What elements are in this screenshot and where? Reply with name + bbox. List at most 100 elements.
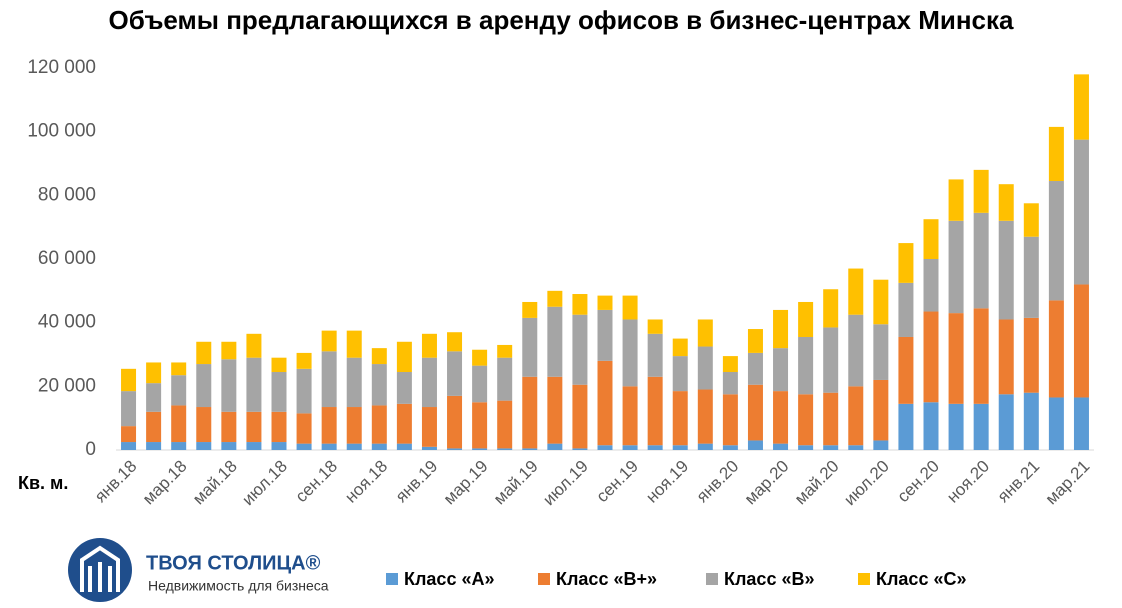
bar-segment <box>447 351 463 396</box>
bar-segment <box>547 376 563 444</box>
bar-segment <box>747 384 763 441</box>
bar-segment <box>722 372 738 395</box>
bar-segment <box>246 357 262 412</box>
bar-segment <box>597 445 613 450</box>
bar-segment <box>271 442 287 450</box>
bar-segment <box>998 319 1014 395</box>
legend-swatch <box>538 573 550 585</box>
legend-label: Класс «А» <box>404 569 494 589</box>
bar-segment <box>246 442 262 450</box>
bar-segment <box>171 375 187 406</box>
bar-segment <box>747 440 763 450</box>
bar-segment <box>246 411 262 443</box>
bar-segment <box>647 445 663 450</box>
x-tick-label: июл.18 <box>238 457 291 510</box>
x-tick-label: мар.21 <box>1042 457 1094 509</box>
bar-segment <box>798 394 814 446</box>
bar-segment <box>848 314 864 387</box>
bar-segment <box>647 319 663 334</box>
x-tick-label: янв.20 <box>693 457 743 507</box>
bar-segment <box>497 400 513 449</box>
bar-segment <box>747 329 763 353</box>
bar-segment <box>296 443 312 450</box>
bar-segment <box>948 403 964 450</box>
bar-segment <box>371 405 387 444</box>
bar-segment <box>547 290 563 307</box>
bar-segment <box>798 336 814 395</box>
bar-segment <box>1048 126 1064 182</box>
bar-segment <box>1023 203 1039 237</box>
bar-segment <box>271 411 287 443</box>
bar-segment <box>1023 392 1039 450</box>
bar-segment <box>472 365 488 403</box>
y-tick-label: 60 000 <box>38 248 96 269</box>
bar-segment <box>948 313 964 404</box>
bar-segment <box>1048 300 1064 398</box>
legend-label: Класс «В» <box>724 569 814 589</box>
bar-segment <box>923 402 939 450</box>
bar-segment <box>171 405 187 443</box>
bar-segment <box>798 445 814 450</box>
bar-segment <box>246 333 262 358</box>
x-tick-label: сен.20 <box>894 457 943 506</box>
bar-segment <box>472 402 488 449</box>
bar-segment <box>572 294 588 315</box>
bar-segment <box>396 341 412 373</box>
bar-segment <box>1048 397 1064 450</box>
x-tick-label: ноя.18 <box>341 457 391 507</box>
legend-swatch <box>706 573 718 585</box>
bar-segment <box>146 383 162 412</box>
bar-segment <box>597 295 613 310</box>
bar-segment <box>522 448 538 450</box>
bar-segment <box>1023 236 1039 318</box>
bar-segment <box>472 448 488 450</box>
bar-segment <box>898 243 914 283</box>
bar-segment <box>1073 284 1089 398</box>
y-tick-label: 120 000 <box>27 57 96 78</box>
bar-segment <box>346 357 362 408</box>
bar-segment <box>948 220 964 314</box>
bar-segment <box>923 259 939 312</box>
bar-segment <box>196 407 212 443</box>
x-tick-label: сен.18 <box>292 457 341 506</box>
bar-segment <box>371 364 387 406</box>
bar-segment <box>873 440 889 450</box>
bar-segment <box>121 426 137 443</box>
x-tick-label: май.20 <box>791 457 843 509</box>
bar-segment <box>697 443 713 450</box>
bar-segment <box>873 379 889 441</box>
bar-segment <box>998 184 1014 221</box>
bar-segment <box>346 330 362 358</box>
bar-segment <box>396 403 412 444</box>
bar-segment <box>497 357 513 401</box>
bar-segment <box>873 279 889 325</box>
bar-segment <box>697 346 713 390</box>
bar-segment <box>823 392 839 446</box>
bar-segment <box>948 179 964 221</box>
legend-swatch <box>386 573 398 585</box>
bar-segment <box>622 386 638 446</box>
x-tick-label: сен.19 <box>593 457 642 506</box>
bar-segment <box>848 268 864 315</box>
x-tick-label: ноя.19 <box>642 457 692 507</box>
x-tick-label: мар.18 <box>139 457 191 509</box>
bar-segment <box>221 411 237 443</box>
bar-segment <box>597 309 613 361</box>
bar-segment <box>672 391 688 446</box>
bar-segment <box>396 443 412 450</box>
bar-segment <box>823 445 839 450</box>
bar-segment <box>647 376 663 446</box>
bar-segment <box>447 332 463 352</box>
bar-segment <box>296 352 312 369</box>
bar-segment <box>898 403 914 450</box>
bar-segment <box>773 443 789 450</box>
bar-segment <box>396 372 412 404</box>
bar-segment <box>421 407 437 447</box>
bar-segment <box>898 282 914 337</box>
bar-segment <box>321 330 337 352</box>
bar-segment <box>747 352 763 385</box>
bar-segment <box>1023 317 1039 393</box>
bar-segment <box>672 445 688 450</box>
bar-segment <box>547 443 563 450</box>
bar-segment <box>823 327 839 393</box>
